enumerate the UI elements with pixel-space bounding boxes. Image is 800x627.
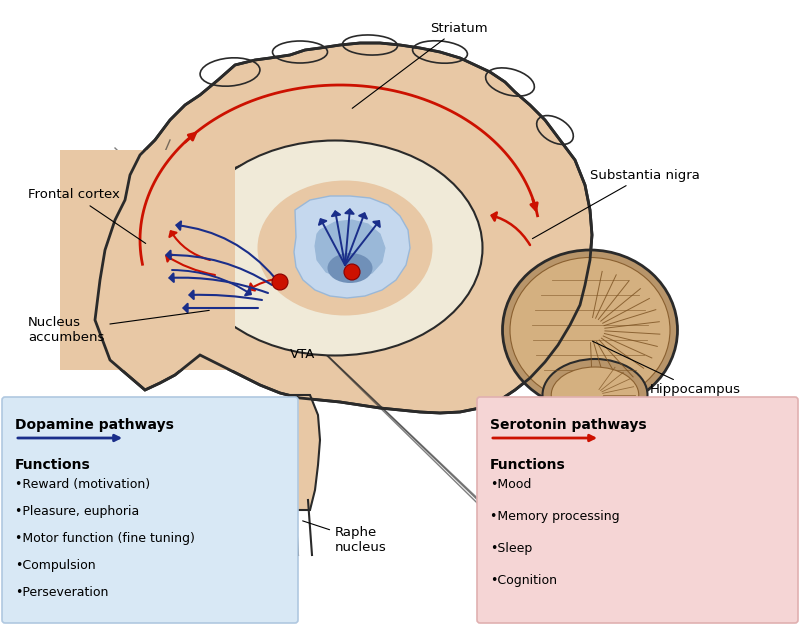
Ellipse shape [510,258,670,403]
Text: Functions: Functions [490,458,566,472]
Ellipse shape [187,140,482,356]
Text: Functions: Functions [15,458,90,472]
Bar [60,150,235,370]
Text: •Pleasure, euphoria: •Pleasure, euphoria [15,505,139,518]
Text: •Cognition: •Cognition [490,574,557,587]
Text: •Perseveration: •Perseveration [15,586,108,599]
Ellipse shape [502,250,678,410]
Ellipse shape [327,253,373,283]
Polygon shape [278,395,320,510]
Text: •Motor function (fine tuning): •Motor function (fine tuning) [15,532,195,545]
Text: VTA: VTA [290,349,315,362]
Ellipse shape [258,181,433,315]
Text: •Sleep: •Sleep [490,542,532,555]
Ellipse shape [551,367,638,423]
FancyBboxPatch shape [477,397,798,623]
Circle shape [344,264,360,280]
Circle shape [272,274,288,290]
Polygon shape [165,147,472,360]
Ellipse shape [542,359,647,431]
Polygon shape [95,43,592,413]
Text: Substantia nigra: Substantia nigra [533,169,700,239]
Text: Serotonin pathways: Serotonin pathways [490,418,646,432]
Text: Hippocampus: Hippocampus [593,341,741,396]
Text: •Compulsion: •Compulsion [15,559,96,572]
Text: Raphe
nucleus: Raphe nucleus [302,521,386,554]
Text: •Mood: •Mood [490,478,531,491]
Text: Frontal cortex: Frontal cortex [28,189,146,243]
Text: •Reward (motivation): •Reward (motivation) [15,478,150,491]
Polygon shape [294,196,410,298]
FancyBboxPatch shape [2,397,298,623]
Text: Dopamine pathways: Dopamine pathways [15,418,174,432]
Polygon shape [315,220,385,278]
Text: Nucleus
accumbens: Nucleus accumbens [28,310,210,344]
Text: Striatum: Striatum [352,21,488,108]
Text: •Memory processing: •Memory processing [490,510,620,523]
